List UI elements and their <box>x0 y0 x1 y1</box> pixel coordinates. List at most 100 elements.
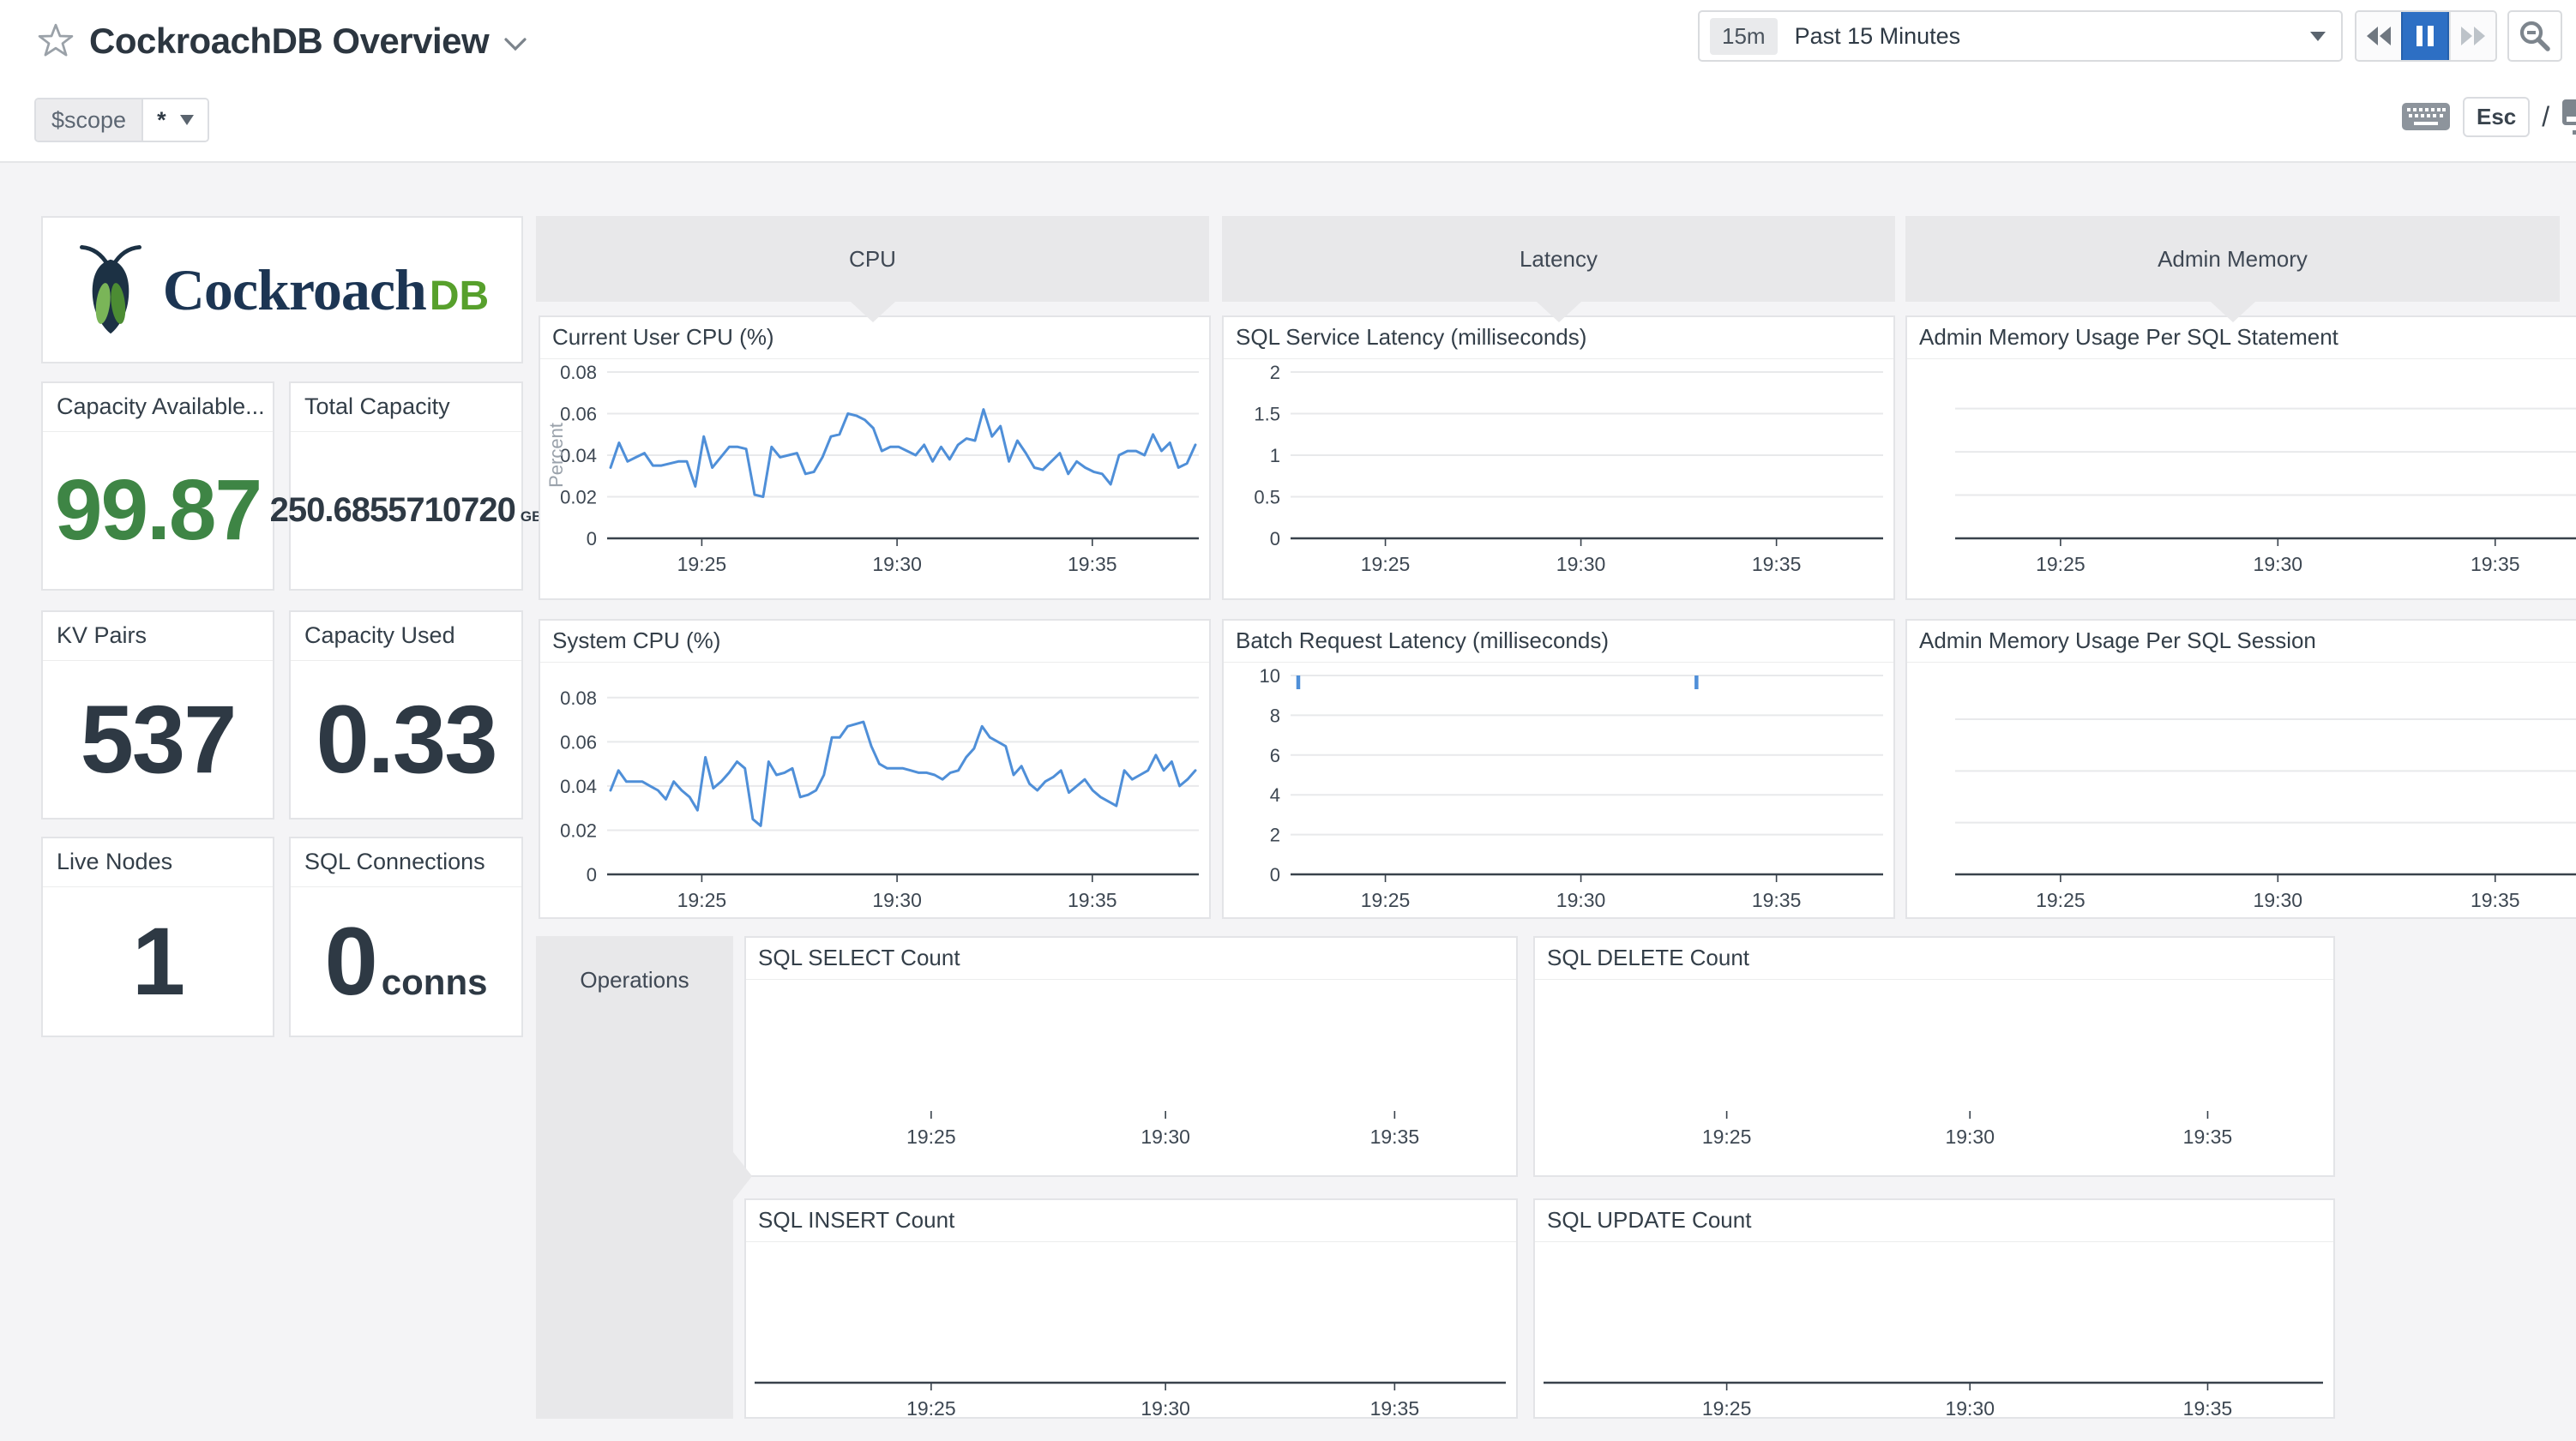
stat-card-body: 99.87 <box>43 431 273 589</box>
svg-text:19:25: 19:25 <box>1702 1126 1752 1148</box>
svg-text:0: 0 <box>1270 864 1280 886</box>
svg-text:19:25: 19:25 <box>1361 553 1411 575</box>
zoom-out-icon <box>2519 21 2550 51</box>
stat-card-title: SQL Connections <box>291 838 521 887</box>
pause-button[interactable] <box>2401 12 2449 60</box>
chart-canvas[interactable]: 19:25 19:30 19:35 <box>1535 979 2333 1175</box>
svg-text:19:30: 19:30 <box>1141 1126 1190 1148</box>
chart-panel-sql-insert-count: SQL INSERT Count 19:25 19:30 19:35 <box>744 1198 1518 1420</box>
stat-card-title: Capacity Available... <box>43 383 273 432</box>
stat-value: 99.87 <box>54 461 262 558</box>
cockroachdb-bug-icon <box>75 242 146 338</box>
svg-text:19:30: 19:30 <box>1945 1126 1995 1148</box>
title-chevron-down-icon[interactable] <box>504 38 527 51</box>
group-header-latency[interactable]: Latency <box>1222 216 1895 322</box>
svg-text:0: 0 <box>587 864 597 886</box>
group-header-cpu[interactable]: CPU <box>536 216 1209 322</box>
chart-panel-system-cpu: System CPU (%) 0.08 0.06 0.04 0.02 0 19:25 19:… <box>539 619 1211 919</box>
svg-text:0.04: 0.04 <box>560 445 597 466</box>
group-header-admin-memory[interactable]: Admin Memory <box>1905 216 2560 322</box>
scope-template-variable[interactable]: $scope * <box>34 98 209 142</box>
svg-text:19:35: 19:35 <box>1752 553 1802 575</box>
scope-variable-value[interactable]: * <box>143 99 208 141</box>
chart-canvas[interactable]: 19:25 19:30 19:35 <box>746 1241 1516 1420</box>
svg-text:19:25: 19:25 <box>2036 889 2085 911</box>
time-range-selector[interactable]: 15m Past 15 Minutes <box>1698 10 2343 62</box>
stat-card-title: Total Capacity <box>291 383 521 432</box>
chart-panel-admin-memory-per-statement: Admin Memory Usage Per SQL Statement 19:… <box>1905 315 2576 600</box>
time-range-caret-icon <box>2310 31 2326 41</box>
chart-title: SQL SELECT Count <box>746 938 1516 980</box>
chart-canvas[interactable]: 19:25 19:30 19:35 <box>1535 1241 2333 1420</box>
favorite-star-icon[interactable] <box>38 23 74 59</box>
chart-canvas[interactable]: 2 1.5 1 0.5 0 19:25 19:30 19:35 <box>1224 358 1893 598</box>
stat-card-title: Capacity Used <box>291 612 521 661</box>
chart-canvas[interactable]: 19:25 19:30 19:35 <box>1907 358 2576 598</box>
scope-variable-name: $scope <box>36 99 144 141</box>
group-header-operations[interactable]: Operations <box>536 936 752 1419</box>
time-range-badge: 15m <box>1710 17 1778 55</box>
svg-text:0.08: 0.08 <box>560 687 597 709</box>
stat-value: 537 <box>80 685 238 793</box>
svg-text:19:35: 19:35 <box>2471 889 2520 911</box>
esc-key-hint: Esc <box>2463 96 2531 137</box>
svg-text:0.08: 0.08 <box>560 362 597 383</box>
fast-forward-button[interactable] <box>2449 12 2495 60</box>
svg-text:19:25: 19:25 <box>1702 1397 1752 1417</box>
time-control-button-group <box>2355 10 2497 62</box>
group-label: Admin Memory <box>2158 246 2308 272</box>
rewind-button[interactable] <box>2356 12 2401 60</box>
stat-card-sql-connections: SQL Connections 0 conns <box>289 837 523 1037</box>
group-notch <box>1536 302 1581 322</box>
svg-text:0: 0 <box>587 528 597 549</box>
logo-brand-text: Cockroach <box>162 256 427 322</box>
shortcut-separator: / <box>2542 100 2550 132</box>
svg-text:1.5: 1.5 <box>1254 404 1280 425</box>
chart-canvas[interactable]: 0.08 0.06 0.04 0.02 0 19:25 19:30 19:35 <box>540 662 1209 917</box>
stat-card-capacity-used: Capacity Used 0.33 <box>289 610 523 820</box>
svg-text:0.02: 0.02 <box>560 487 597 508</box>
group-notch <box>733 1152 752 1200</box>
svg-text:19:25: 19:25 <box>677 553 727 575</box>
stat-card-live-nodes: Live Nodes 1 <box>41 837 274 1037</box>
time-range-label: Past 15 Minutes <box>1794 22 1961 49</box>
svg-text:19:35: 19:35 <box>1752 889 1802 911</box>
chart-canvas[interactable]: 0.08 0.06 0.04 0.02 0 19:25 19:30 19:35 Percent <box>540 358 1209 598</box>
svg-text:19:25: 19:25 <box>677 889 727 911</box>
rewind-icon <box>2367 27 2391 45</box>
svg-text:8: 8 <box>1270 705 1280 726</box>
svg-text:10: 10 <box>1260 665 1280 687</box>
stat-card-kv-pairs: KV Pairs 537 <box>41 610 274 820</box>
zoom-out-button[interactable] <box>2507 10 2562 62</box>
svg-text:19:30: 19:30 <box>872 553 922 575</box>
group-notch <box>2210 302 2255 322</box>
chart-canvas[interactable]: 19:25 19:30 19:35 <box>746 979 1516 1175</box>
chart-panel-sql-update-count: SQL UPDATE Count 19:25 19:30 19:35 <box>1533 1198 2335 1420</box>
svg-text:0.06: 0.06 <box>560 731 597 753</box>
tv-mode-icon[interactable] <box>2561 98 2576 135</box>
svg-text:0.5: 0.5 <box>1254 487 1280 508</box>
stat-card-body: 250.6855710720 GB <box>270 431 543 589</box>
svg-text:19:35: 19:35 <box>2471 553 2520 575</box>
page-title: CockroachDB Overview <box>89 21 490 61</box>
stat-card-title: KV Pairs <box>43 612 273 661</box>
chart-panel-admin-memory-per-session: Admin Memory Usage Per SQL Session 19:25… <box>1905 619 2576 919</box>
svg-text:19:35: 19:35 <box>1068 889 1117 911</box>
svg-text:6: 6 <box>1270 745 1280 766</box>
chart-title: SQL INSERT Count <box>746 1200 1516 1242</box>
svg-text:19:30: 19:30 <box>1945 1397 1995 1417</box>
svg-text:19:35: 19:35 <box>2183 1397 2233 1417</box>
svg-text:19:35: 19:35 <box>1370 1126 1420 1148</box>
svg-text:19:30: 19:30 <box>2254 553 2303 575</box>
chart-canvas[interactable]: 19:25 19:30 19:35 <box>1907 662 2576 917</box>
group-label: CPU <box>849 246 896 272</box>
svg-text:1: 1 <box>1270 445 1280 466</box>
stat-card-body: 537 <box>43 660 273 818</box>
stat-card-body: 0 conns <box>291 886 521 1036</box>
svg-text:2: 2 <box>1270 825 1280 846</box>
chart-canvas[interactable]: 10 8 6 4 2 0 19:25 19:30 19:35 <box>1224 662 1893 917</box>
svg-text:19:35: 19:35 <box>1068 553 1117 575</box>
chart-panel-current-user-cpu: Current User CPU (%) 0.08 0.06 0.04 0.02 0 19… <box>539 315 1211 600</box>
svg-text:19:30: 19:30 <box>1141 1397 1190 1417</box>
